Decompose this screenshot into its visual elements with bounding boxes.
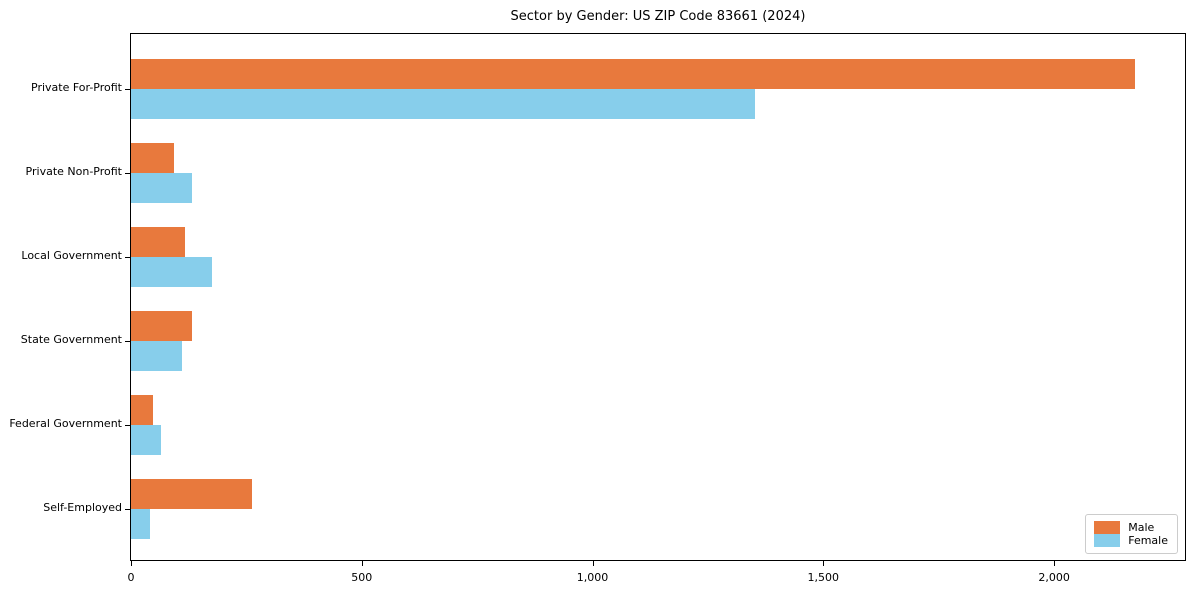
category-label-self-employed: Self-Employed — [43, 501, 122, 514]
legend-label-female: Female — [1128, 534, 1168, 547]
bar-female-self-employed — [131, 509, 150, 539]
y-tick-private-non-profit — [125, 173, 131, 174]
y-tick-self-employed — [125, 509, 131, 510]
x-tick-0 — [131, 560, 132, 566]
legend-swatch-male — [1094, 521, 1121, 534]
bar-male-private-non-profit — [131, 143, 174, 173]
category-label-private-for-profit: Private For-Profit — [31, 81, 122, 94]
bar-female-private-non-profit — [131, 173, 192, 203]
category-label-federal-government: Federal Government — [9, 417, 122, 430]
x-tick-label-1500: 1,500 — [807, 571, 840, 584]
plot-area: 0 500 1,000 1,500 2,000 Male Female — [125, 33, 1186, 584]
bar-male-state-government — [131, 311, 193, 341]
x-tick-2000 — [1054, 560, 1056, 566]
chart-title: Sector by Gender: US ZIP Code 83661 (202… — [510, 9, 806, 24]
category-label-local-government: Local Government — [21, 249, 122, 262]
bar-female-local-government — [131, 257, 212, 287]
bar-female-federal-government — [131, 425, 161, 455]
legend-items: Male Female — [1094, 521, 1168, 547]
bar-male-self-employed — [131, 479, 252, 509]
y-tick-local-government — [125, 257, 131, 258]
category-label-state-government: State Government — [20, 333, 122, 346]
x-tick-1500 — [823, 560, 825, 566]
bar-female-state-government — [131, 341, 182, 371]
x-tick-500 — [361, 560, 363, 566]
legend-swatch-female — [1094, 534, 1121, 547]
x-tick-label-0: 0 — [127, 571, 135, 584]
legend-label-male: Male — [1128, 521, 1155, 534]
legend-item-male: Male — [1094, 521, 1168, 534]
bar-male-federal-government — [131, 395, 154, 425]
category-label-private-non-profit: Private Non-Profit — [25, 165, 122, 178]
y-tick-federal-government — [125, 425, 131, 426]
legend-item-female: Female — [1094, 534, 1168, 547]
x-tick-1000 — [592, 560, 594, 566]
bar-male-private-for-profit — [131, 59, 1136, 89]
legend: Male Female — [1085, 514, 1178, 554]
x-tick-label-2000: 2,000 — [1038, 571, 1070, 584]
bar-male-local-government — [131, 227, 185, 257]
x-tick-label-1000: 1,000 — [576, 571, 609, 584]
bar-female-private-for-profit — [131, 89, 755, 119]
y-tick-private-for-profit — [125, 89, 131, 90]
y-tick-state-government — [125, 341, 131, 342]
x-tick-label-500: 500 — [351, 571, 373, 584]
